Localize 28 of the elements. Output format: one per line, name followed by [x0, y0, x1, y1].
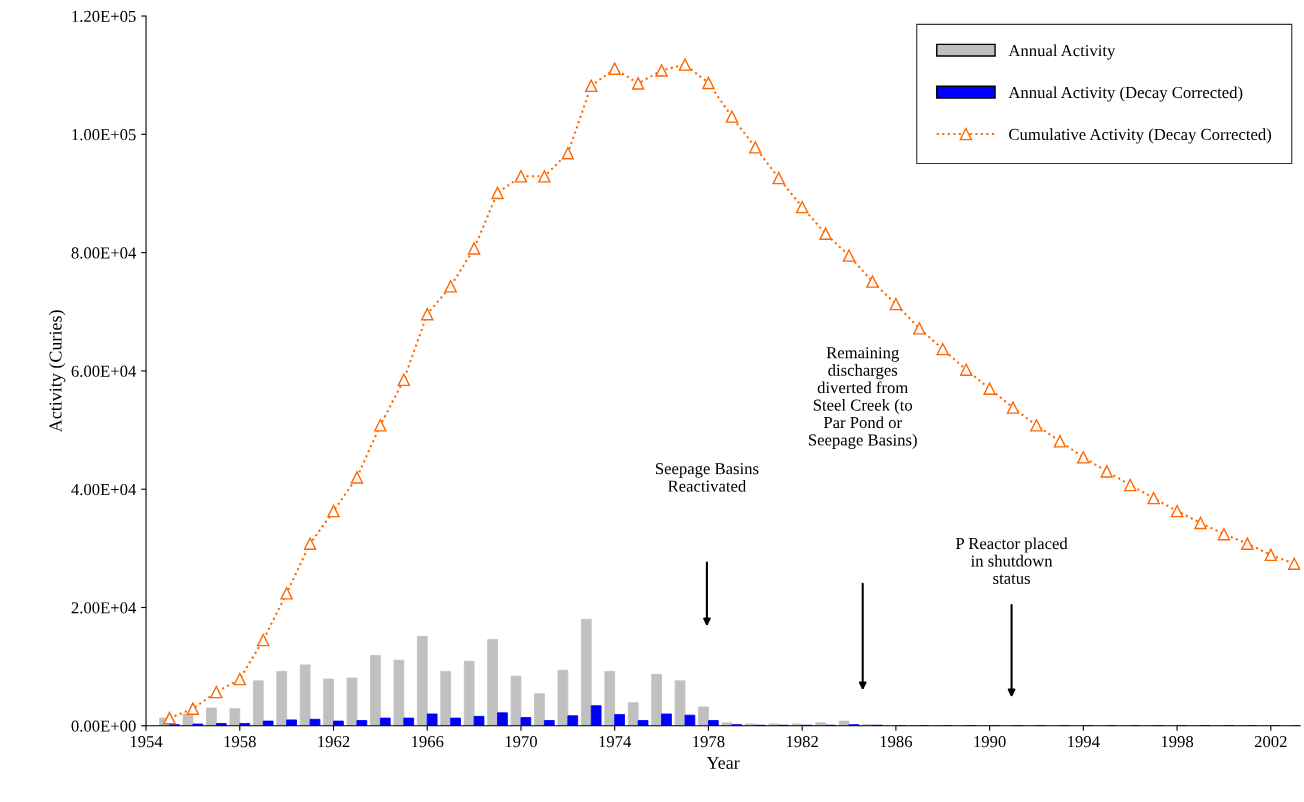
x-tick-label: 1966 — [412, 736, 444, 748]
y-tick-label: 2.00E+04 — [71, 602, 137, 614]
x-tick-label: 1974 — [599, 736, 632, 748]
x-tick-label: 1962 — [318, 736, 350, 748]
x-tick-label: 1998 — [1161, 736, 1194, 748]
y-axis-title: Activity (Curies) — [48, 310, 66, 433]
x-tick-label: 1986 — [880, 736, 913, 748]
y-tick-label: 1.00E+05 — [72, 129, 136, 141]
y-tick-label: 1.20E+05 — [72, 10, 136, 23]
x-tick-label: 1982 — [786, 736, 818, 748]
y-tick-label: 4.00E+04 — [71, 483, 137, 496]
annotation: P Reactor placed in shutdown status — [955, 537, 1068, 585]
x-axis-title: Year — [706, 756, 740, 769]
legend-label: Annual Activity — [1008, 44, 1116, 60]
x-tick-label: 1990 — [974, 736, 1006, 748]
legend-label: Annual Activity (Decay Corrected) — [1008, 86, 1243, 102]
y-tick-label: 6.00E+04 — [71, 365, 137, 377]
annotation: Seepage Basins Reactivated — [655, 463, 759, 492]
x-tick-label: 1970 — [505, 736, 537, 748]
x-tick-label: 1978 — [693, 736, 725, 748]
legend-label: Cumulative Activity (Decay Corrected) — [1009, 128, 1272, 144]
y-tick-label: 0.00E+00 — [71, 720, 136, 732]
annotation: Remaining discharges diverted from Steel Creek (to Par Pond or Seepage Basins) — [808, 347, 917, 449]
x-tick-label: 1954 — [130, 736, 163, 748]
y-tick-label: 8.00E+04 — [71, 247, 137, 259]
x-tick-label: 1958 — [224, 736, 256, 748]
x-tick-label: 2002 — [1254, 736, 1287, 748]
x-tick-label: 1994 — [1068, 736, 1100, 748]
